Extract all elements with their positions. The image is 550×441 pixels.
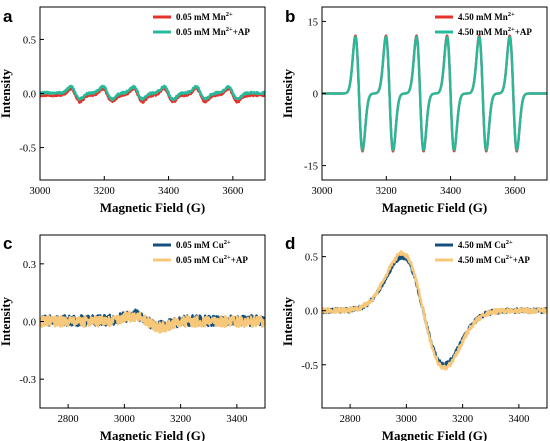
y-tick-label: -0.3	[19, 375, 36, 386]
panel-letter-c: c	[3, 234, 12, 253]
legend-label: 0.05 mM Mn2+	[176, 11, 233, 22]
y-tick-label: 15	[308, 17, 319, 28]
legend-label: 4.50 mM Cu2++AP	[458, 254, 530, 265]
y-axis-title: Intensity	[0, 296, 13, 346]
legend-label: 0.05 mM Mn2++AP	[176, 26, 250, 37]
y-tick-label: -15	[304, 162, 318, 173]
x-tick-label: 3400	[226, 414, 247, 425]
x-tick-label: 3400	[440, 186, 461, 197]
x-tick-label: 3200	[452, 414, 473, 425]
x-tick-label: 3200	[376, 186, 397, 197]
legend-label: 0.05 mM Cu2+	[176, 239, 231, 250]
plot-frame-d	[321, 234, 548, 409]
panel-letter-b: b	[285, 7, 295, 26]
x-tick-label: 3000	[30, 186, 51, 197]
panel-a: a 3000 3200 3400 3600 0.5 0.0 -0.5 Magnetic Fiel…	[0, 6, 266, 215]
y-tick-label: 0.5	[23, 35, 36, 46]
panel-letter-a: a	[3, 7, 13, 26]
legend-label: 4.50 mM Mn2+	[458, 11, 515, 22]
panel-d: d 2800 3000 3200 3400 0.5 0.0 -0.5 Magnetic Fiel…	[280, 234, 548, 441]
legend-label: 4.50 mM Mn2++AP	[458, 26, 532, 37]
x-tick-label: 3200	[94, 186, 115, 197]
y-tick-label: 0.0	[305, 307, 318, 318]
series-line-a-1	[40, 84, 265, 102]
panel-c: c 2800 3000 3200 3400 0.3 0.0 -0.3 Magnetic Fiel…	[0, 234, 266, 441]
x-tick-label: 3400	[508, 414, 529, 425]
y-tick-label: 0	[313, 90, 318, 101]
x-axis-title: Magnetic Field (G)	[100, 200, 205, 215]
x-axis-title: Magnetic Field (G)	[382, 200, 487, 215]
panel-letter-d: d	[285, 234, 295, 253]
x-tick-label: 3600	[504, 186, 525, 197]
x-tick-label: 3600	[222, 186, 243, 197]
y-tick-label: -0.5	[301, 361, 318, 372]
y-axis-title: Intensity	[0, 68, 13, 118]
x-axis-title: Magnetic Field (G)	[382, 428, 487, 441]
series-line-b-1	[322, 35, 547, 152]
x-tick-label: 3400	[158, 186, 179, 197]
y-tick-label: -0.5	[19, 144, 36, 155]
legend-label: 4.50 mM Cu2+	[458, 239, 513, 250]
y-tick-label: 0.5	[305, 253, 318, 264]
x-tick-label: 3000	[114, 414, 135, 425]
series-line-c-1	[40, 310, 265, 334]
x-axis-title: Magnetic Field (G)	[100, 428, 205, 441]
y-tick-label: 0.0	[23, 90, 36, 101]
legend-label: 0.05 mM Cu2++AP	[176, 254, 248, 265]
x-tick-label: 3200	[170, 414, 191, 425]
y-axis-title: Intensity	[280, 68, 295, 118]
y-tick-label: 0.0	[23, 318, 36, 329]
y-axis-title: Intensity	[280, 296, 295, 346]
series-line-d-1	[322, 250, 547, 371]
panel-b: b 3000 3200 3400 3600 15 0 -15 Magnetic Field (G…	[280, 6, 548, 215]
y-tick-label: 0.3	[23, 260, 36, 271]
x-tick-label: 2800	[340, 414, 361, 425]
x-tick-label: 3000	[396, 414, 417, 425]
x-tick-label: 3000	[312, 186, 333, 197]
x-tick-label: 2800	[58, 414, 79, 425]
